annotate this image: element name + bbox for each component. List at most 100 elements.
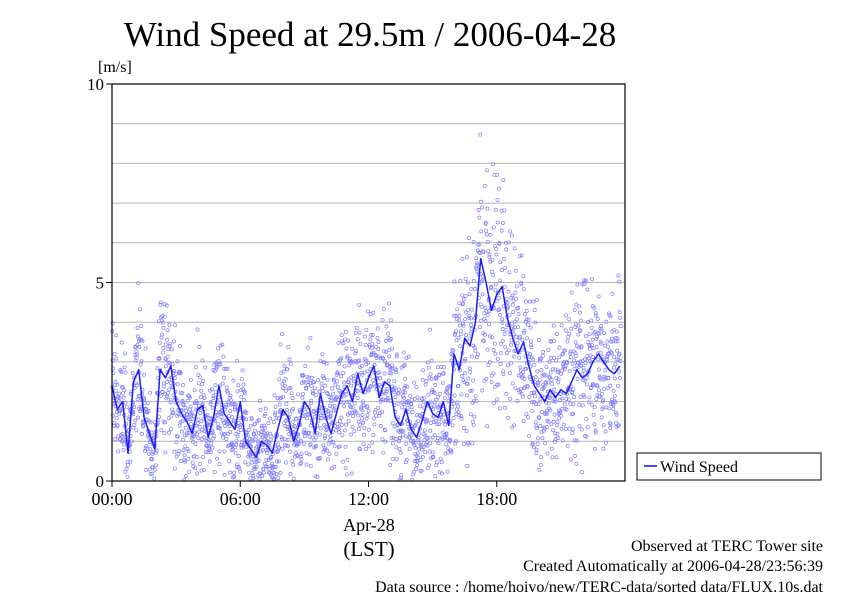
scatter-point	[514, 335, 519, 340]
scatter-point	[228, 393, 233, 398]
scatter-point	[482, 378, 487, 383]
scatter-point	[278, 471, 283, 475]
scatter-point	[331, 440, 336, 444]
scatter-point	[566, 335, 571, 339]
scatter-point	[327, 395, 332, 399]
scatter-point	[309, 398, 314, 403]
scatter-point	[577, 402, 582, 407]
scatter-point	[595, 316, 600, 321]
scatter-point	[569, 457, 573, 462]
scatter-point	[522, 376, 527, 381]
scatter-point	[522, 386, 527, 391]
scatter-point	[211, 436, 216, 441]
scatter-point	[552, 439, 557, 444]
scatter-point	[441, 409, 446, 414]
scatter-point	[357, 358, 362, 363]
scatter-point	[202, 468, 207, 472]
scatter-point	[556, 436, 560, 440]
scatter-point	[240, 368, 245, 373]
scatter-point	[455, 317, 459, 322]
scatter-point	[300, 374, 305, 379]
scatter-point	[330, 404, 335, 409]
scatter-point	[611, 388, 616, 393]
scatter-point	[532, 308, 537, 312]
scatter-point	[152, 476, 157, 481]
scatter-point	[573, 453, 578, 458]
legend-label: Wind Speed	[660, 459, 738, 476]
scatter-point	[236, 454, 241, 459]
scatter-point	[391, 387, 396, 392]
scatter-point	[281, 369, 286, 374]
scatter-point	[365, 413, 370, 417]
scatter-point	[591, 355, 596, 359]
scatter-point	[168, 397, 173, 402]
scatter-point	[487, 252, 492, 257]
scatter-point	[242, 389, 247, 394]
scatter-point	[320, 389, 325, 394]
scatter-point	[495, 356, 500, 361]
scatter-point	[222, 375, 226, 380]
scatter-point	[117, 409, 122, 413]
scatter-point	[394, 445, 399, 450]
scatter-point	[484, 228, 488, 233]
scatter-point	[457, 301, 462, 306]
scatter-point	[559, 323, 564, 328]
scatter-point	[562, 402, 567, 407]
scatter-point	[287, 412, 292, 417]
scatter-point	[613, 400, 618, 405]
scatter-point	[312, 414, 317, 419]
scatter-point	[538, 358, 542, 363]
scatter-point	[361, 399, 365, 404]
scatter-point	[360, 408, 365, 413]
scatter-point	[314, 443, 318, 448]
scatter-point	[548, 408, 553, 413]
scatter-point	[492, 401, 497, 406]
scatter-point	[116, 399, 121, 404]
scatter-point	[157, 407, 162, 412]
scatter-point	[296, 437, 301, 441]
scatter-point	[136, 415, 141, 420]
scatter-point	[495, 197, 500, 202]
scatter-point	[439, 415, 444, 420]
scatter-point	[421, 368, 426, 373]
scatter-point	[560, 352, 565, 357]
scatter-point	[554, 358, 559, 363]
scatter-point	[500, 320, 505, 325]
scatter-point	[341, 459, 345, 464]
scatter-point	[115, 423, 120, 428]
scatter-point	[519, 391, 524, 396]
scatter-point	[572, 358, 576, 363]
scatter-point	[280, 437, 285, 442]
scatter-point	[556, 368, 561, 373]
scatter-point	[139, 359, 144, 364]
scatter-point	[164, 357, 169, 362]
scatter-point	[429, 377, 434, 382]
scatter-point	[408, 393, 413, 398]
scatter-point	[222, 472, 227, 477]
scatter-point	[474, 256, 479, 261]
scatter-point	[402, 395, 407, 400]
scatter-point	[350, 405, 355, 410]
scatter-point	[525, 384, 530, 389]
scatter-point	[201, 379, 206, 383]
scatter-point	[582, 394, 587, 399]
scatter-point	[275, 396, 280, 401]
scatter-point	[373, 407, 378, 412]
scatter-point	[400, 432, 405, 437]
scatter-point	[247, 437, 252, 441]
scatter-point	[614, 410, 618, 415]
scatter-point	[377, 370, 382, 375]
scatter-point	[148, 390, 152, 395]
scatter-point	[532, 394, 537, 399]
scatter-point	[580, 282, 585, 287]
scatter-point	[389, 336, 393, 341]
scatter-point	[178, 419, 183, 424]
scatter-point	[461, 378, 466, 382]
scatter-point	[203, 450, 208, 455]
scatter-point	[535, 426, 539, 431]
scatter-point	[208, 450, 213, 454]
scatter-point	[217, 462, 222, 466]
scatter-point	[534, 402, 538, 406]
scatter-point	[260, 426, 265, 430]
scatter-point	[533, 420, 538, 425]
